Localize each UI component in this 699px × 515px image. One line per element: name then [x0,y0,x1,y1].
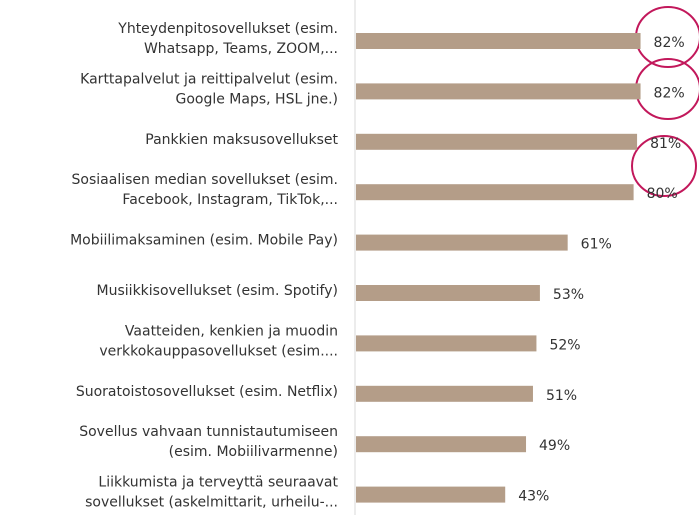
bar [356,234,568,251]
category-label: Yhteydenpitosovellukset (esim. [117,21,338,37]
bar [356,436,527,453]
bar [356,83,641,100]
bar [356,133,638,150]
category-label: Sosiaalisen median sovellukset (esim. [72,172,338,188]
category-label: Facebook, Instagram, TikTok,... [122,192,338,208]
value-label: 81% [650,136,681,152]
bar [356,184,634,201]
bar [356,486,506,503]
value-label: 51% [546,388,577,404]
category-label: Mobiilimaksaminen (esim. Mobile Pay) [70,233,338,249]
category-label: verkkokauppasovellukset (esim.... [99,343,338,359]
category-label: Vaatteiden, kenkien ja muodin [125,323,338,339]
value-label: 80% [647,186,678,202]
value-label: 61% [581,237,612,253]
value-label: 49% [539,438,570,454]
category-label: (esim. Mobiilivarmenne) [169,444,338,460]
category-label: Suoratoistosovellukset (esim. Netflix) [76,384,338,400]
category-label: Liikkumista ja terveyttä seuraavat [98,475,338,491]
category-label: Pankkien maksusovellukset [145,132,338,148]
bar [356,385,533,402]
bar [356,285,540,301]
category-label: sovellukset (askelmittarit, urheilu-... [85,495,338,511]
category-label: Sovellus vahvaan tunnistautumiseen [79,424,338,440]
value-label: 82% [654,85,685,101]
value-label: 43% [518,489,549,505]
highlight-circle [631,135,697,197]
category-label: Musiikkisovellukset (esim. Spotify) [97,283,338,299]
bar [356,335,537,352]
category-label: Google Maps, HSL jne.) [175,91,338,107]
bar [356,33,641,49]
category-label: Whatsapp, Teams, ZOOM,... [144,41,338,57]
category-label: Karttapalvelut ja reittipalvelut (esim. [80,71,338,87]
value-label: 52% [549,337,580,353]
value-label: 53% [553,287,584,303]
value-label: 82% [654,35,685,51]
